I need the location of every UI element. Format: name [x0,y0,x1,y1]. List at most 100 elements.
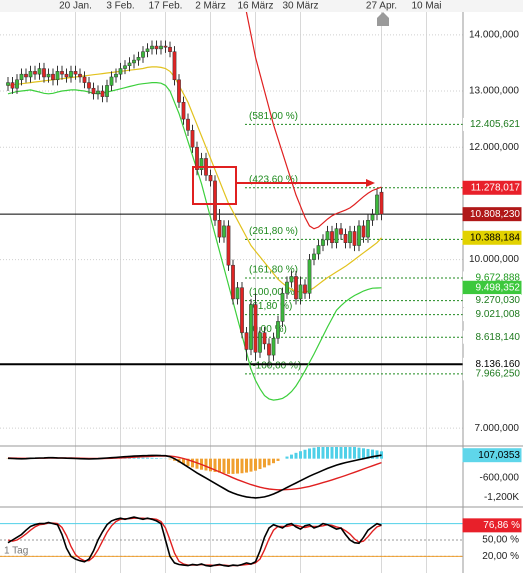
fib-label: (0,00 %) [249,324,287,335]
histogram-bar [326,447,329,459]
candle-body [366,220,370,238]
candle-body [6,82,10,86]
price-tag-label: 8.136,160 [476,359,521,370]
x-tick-label: 2 März [195,1,226,12]
candle-body [262,332,267,345]
oscillator-panel [0,516,463,568]
fib-label: (61,80 %) [249,301,292,312]
histogram-bar [254,458,257,471]
candle-body [231,264,235,300]
candle-body [60,71,64,75]
histogram-bar [357,447,361,459]
candle-body [249,304,253,350]
histogram-bar [294,452,298,459]
x-tick-label: 20 Jan. [59,1,92,12]
histogram-bar [168,458,172,460]
histogram-bar [366,448,370,459]
marker-box [192,166,237,205]
candle-body [42,68,46,78]
candle-body [253,304,258,353]
histogram-bar [330,447,334,459]
price-tag-label: 7.966,250 [476,368,521,379]
candle-body [150,45,154,50]
candle-body [109,76,114,86]
price-tag [463,294,521,308]
candle-body [208,175,213,182]
histogram-bar [380,451,383,459]
candle-body [379,191,384,215]
price-tag [462,518,522,533]
candle-body [91,87,96,95]
candle-body [325,231,330,241]
histogram-bar [299,451,302,459]
candle-body [199,158,204,170]
candle-body [145,48,150,52]
candle-body [321,239,325,246]
macd-panel [6,447,383,499]
timeframe-label[interactable]: 1 Tag [4,546,28,557]
price-tag [463,117,521,131]
arrow-head [366,179,375,187]
axes: 20 Jan. 3 Feb. 17 Feb. 2 März 16 März 30 März… [59,1,522,562]
histogram-bar [308,448,311,459]
candle-body [289,276,294,283]
histogram-bar [213,458,217,472]
histogram-bar [227,458,230,474]
x-tick-label: 10 Mai [411,1,441,12]
candle-body [118,68,123,75]
histogram-bar [303,449,307,459]
candle-body [361,225,366,238]
candle-body [330,231,334,243]
candle-body [46,73,51,78]
x-tick-label: 3 Feb. [106,1,134,12]
price-tag-label: 9.498,352 [476,282,521,293]
price-tag-label: 10.808,230 [470,209,520,220]
candle-body [280,293,285,322]
fib-label: (261,80 %) [249,226,298,237]
y-tick-label: 12.000,000 [469,142,519,153]
candle-body [334,228,339,243]
y-tick-label: 7.000,000 [475,423,520,434]
price-tag [463,308,521,322]
candle-body [163,45,168,48]
candle-body [195,146,199,170]
histogram-bar [285,456,289,459]
candle-body [240,287,244,333]
candle-body [78,73,82,78]
histogram-bar [141,457,145,459]
histogram-bar [240,458,244,474]
candle-body [339,228,343,235]
price-tag-label: 76,86 % [483,520,520,531]
fib-label: (161,80 %) [249,265,298,276]
candle-body [343,234,348,243]
fib-label: (581,00 %) [249,111,298,122]
price-tag-label: 9.270,030 [476,295,521,306]
indicator-line [7,66,382,293]
candle-body [370,214,375,221]
price-tag [462,448,522,463]
price-panel: (581,00 %) (423,60 %) (261,80 %) (161,80 %)… [0,12,463,401]
histogram-bar [173,458,176,461]
candle-body [82,76,87,83]
candle-body [19,73,24,81]
candle-body [28,71,33,78]
candle-body [307,259,312,294]
histogram-bar [191,458,194,468]
candle-body [141,51,145,58]
candle-body [159,45,163,50]
candle-body [55,71,60,81]
y-tick-label: 20,00 % [482,551,519,562]
histogram-bar [236,458,239,474]
candle-body [267,343,271,356]
price-tag [462,230,522,245]
price-tag [463,367,521,381]
histogram-bar [222,458,226,474]
candle-body [316,245,321,255]
today-marker[interactable] [377,12,389,26]
y-tick-label: 10.000,000 [469,254,519,265]
candle-body [294,276,298,300]
histogram-bar [182,458,185,465]
candle-body [114,73,118,78]
